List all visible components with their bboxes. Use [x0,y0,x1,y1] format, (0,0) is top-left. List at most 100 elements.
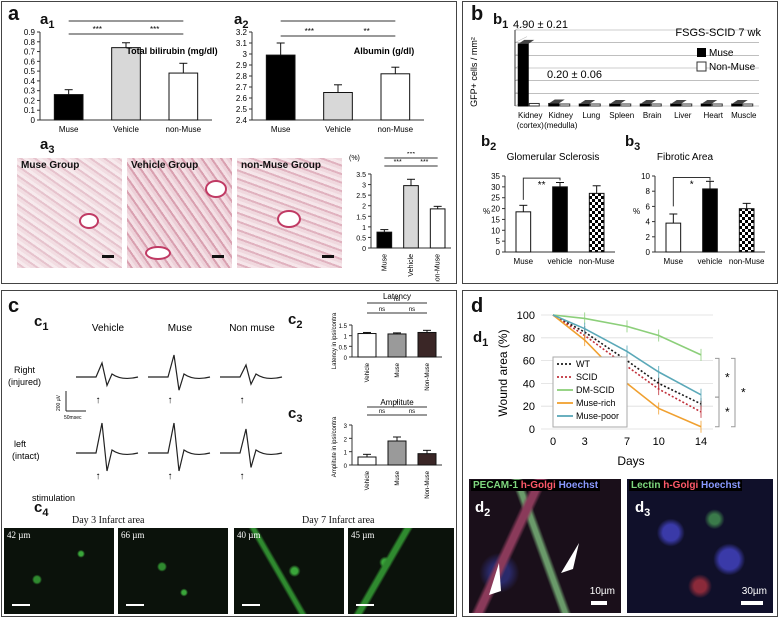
y-tick-label: 2 [344,437,348,443]
b2-label: b2 [481,133,496,153]
b3-label: b3 [625,133,640,153]
stain-hoechst: Hoechst [701,480,741,491]
emg-trace [148,422,211,472]
panel-a: a a1 a2 a3 0 0.1 0.2 0.3 0.4 0.5 0.6 0.7 0.8 0.9 M… [1,1,457,284]
arrowheads [489,543,579,595]
y-tick-label: 0.2 [24,96,36,105]
y-tick-label: 80 [523,333,535,345]
y-tick-label: 2.5 [236,105,248,114]
histology-muse: Muse Group [17,158,122,268]
c3-label-main: c [288,405,297,422]
x-tick-label: Spleen [609,111,634,120]
x-axis-label: Days [617,454,644,468]
sig-label: ns [379,409,385,415]
depth-label: 42 µm [7,530,31,540]
sig-label: * [741,386,746,400]
bar-muse [670,103,682,107]
y-tick-label: 1 [362,225,366,232]
legend-label: Muse-poor [576,411,619,421]
a2-label-main: a [234,11,243,28]
x-tick-label: Brain [643,111,662,120]
x-tick-label: Vehicle [365,362,371,382]
y-tick-label: 0.6 [24,57,36,66]
c2-label-main: c [288,311,297,328]
bar [168,72,199,121]
y-tick-label: 0.7 [24,48,36,57]
c3-label: c3 [288,405,302,425]
bar-muse [700,103,712,107]
chart-b3: 0 2 4 6 8 10 Muse vehicle non-Muse Fibrotic Area%… [633,152,765,266]
y-axis-label: Wound area (%) [496,329,510,416]
y-tick-label: 100 [517,310,535,322]
scale-bar [356,604,374,606]
stimulus-arrow-icon: ↑ [168,395,173,406]
bar [588,192,605,253]
x-tick-label: Muse [395,470,401,485]
annotation-low: 0.20 ± 0.06 [547,69,602,81]
column-label: Vehicle [92,323,125,334]
scale-bar [741,601,763,605]
sig-label: *** [420,159,428,166]
y-tick-label: 0 [646,248,651,257]
a1-label-sub: 1 [48,19,55,31]
bar-non-muse [711,103,723,107]
chart-a3: 0 0.5 1 1.5 2 2.5 3 3.5 Muse Vehicle non-Muse *** **… [349,152,451,282]
x-tick-label: Lung [582,111,600,120]
sig-label: * [725,405,730,419]
bar-muse [578,103,590,107]
stimulus-arrow-icon: ↑ [168,471,173,482]
scale-t-label: 50msec [64,415,82,421]
y-tick-label: 0.5 [339,345,348,351]
y-tick-label: 0.9 [24,28,36,37]
sig-label: *** [150,25,159,34]
y-tick-label: 20 [523,401,535,413]
y-axis-label: % [633,207,640,216]
y-axis-label: Amplitute in ipsi/contra [332,416,338,477]
panel-b-letter: b [471,3,484,25]
sig-label: ** [538,180,546,191]
c2-label: c2 [288,311,302,331]
d2-label-main: d [475,499,485,516]
bar-muse [731,103,743,107]
chart-title: Albumin (g/dl) [354,46,415,56]
bar [387,333,407,358]
y-tick-label: 6 [646,202,651,211]
y-axis-label: Latency in ipsi/contra [332,312,338,369]
histology-muse-label: Muse Group [21,160,80,171]
legend-label: SCID [576,372,598,382]
sig-label: *** [121,16,130,21]
y-tick-label: 35 [491,172,500,181]
emg-trace [220,428,283,468]
emg-trace [76,422,139,472]
d2-scale-label: 10µm [589,586,615,597]
y-tick-label: 10 [641,172,650,181]
chart-title: Latency [383,292,411,301]
bar-muse-top [518,39,535,44]
micrograph-d2: PECAM-1 h-Golgi Hoechst d2 10µm [469,479,621,613]
x-tick-label: Vehicle [113,125,139,134]
x-tick-label: Muse [381,254,388,271]
sig-bracket [672,177,711,207]
d1-label-sub: 1 [482,337,489,349]
sig-label: * [396,401,399,407]
y-tick-label: 0 [362,246,366,253]
sig-bracket [731,357,736,428]
b3-label-sub: 3 [634,141,641,153]
bar-muse-top [579,100,596,104]
sig-bracket [715,396,720,428]
c4-label-main: c [34,499,43,516]
x-tick-label: non-Muse [166,125,202,134]
sig-label: ns [409,409,415,415]
vessel [277,210,301,228]
chart-title: Amplitute [380,398,414,407]
c4-label-sub: 4 [42,507,49,519]
bar-muse-top [609,100,626,104]
bar-non-muse [528,102,540,107]
chart-title: Glomerular Sclerosis [507,152,600,163]
bar [417,331,437,358]
bar [53,94,84,121]
x-tick-label: Muse [514,257,534,266]
bar-muse [517,43,529,107]
x-tick-label: 14 [695,436,707,448]
c1-label-main: c [34,313,43,330]
